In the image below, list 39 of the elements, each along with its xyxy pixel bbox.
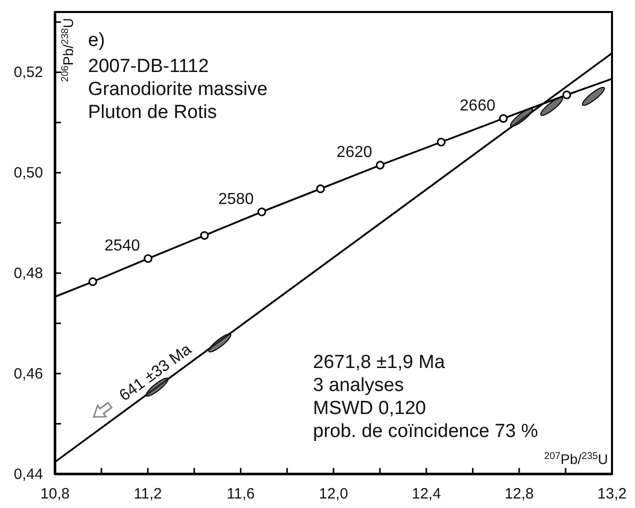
- point: [540, 96, 564, 116]
- annotation: 3 analyses: [313, 375, 404, 396]
- x-tick-label: 11,6: [226, 486, 255, 503]
- text: e): [88, 30, 105, 51]
- x-tick-label: 11,2: [134, 486, 162, 503]
- x-tick-label: 12,4: [412, 486, 441, 503]
- annotation: 2660: [460, 97, 496, 114]
- point: [257, 208, 266, 216]
- point: [562, 90, 572, 100]
- x-axis-title: $^{207}$Pb/$^{235}$U: [544, 450, 608, 467]
- point: [499, 114, 508, 123]
- annotation: 2007-DB-1112: [88, 56, 209, 77]
- y-tick-label: 0,52: [14, 64, 43, 82]
- y-tick-label: 0,50: [14, 164, 43, 182]
- y-tick-label: 0,44: [14, 466, 43, 483]
- point: [376, 160, 385, 170]
- point: [144, 254, 152, 263]
- annotation: Granodiorite massive: [88, 79, 268, 100]
- annotation: 2540: [104, 238, 140, 255]
- y-tick-label: 0,48: [14, 264, 43, 282]
- annotation: 2671,8 ±1,9 Ma: [313, 352, 446, 373]
- x-tick-label: 10,8: [40, 486, 70, 503]
- point: [316, 184, 325, 194]
- point: [200, 231, 209, 240]
- annotation: 2620: [336, 144, 372, 162]
- point: [582, 86, 605, 106]
- x-tick-label: 12,0: [318, 486, 348, 503]
- x-tick-label: 12,8: [504, 486, 534, 503]
- annotation: 641 ±33 Ma: [116, 341, 195, 405]
- annotation: prob. de coïncidence 73 %: [313, 421, 538, 442]
- point: [436, 138, 446, 146]
- annotation: Pluton de Rotis: [88, 102, 217, 123]
- point: [88, 277, 98, 286]
- point: [208, 333, 232, 352]
- y-tick-label: 0,46: [14, 365, 43, 382]
- x-tick-label: 13,2: [597, 486, 627, 503]
- annotation: MSWD 0,120: [313, 398, 426, 419]
- point: [510, 108, 533, 127]
- annotation: 2580: [218, 190, 254, 208]
